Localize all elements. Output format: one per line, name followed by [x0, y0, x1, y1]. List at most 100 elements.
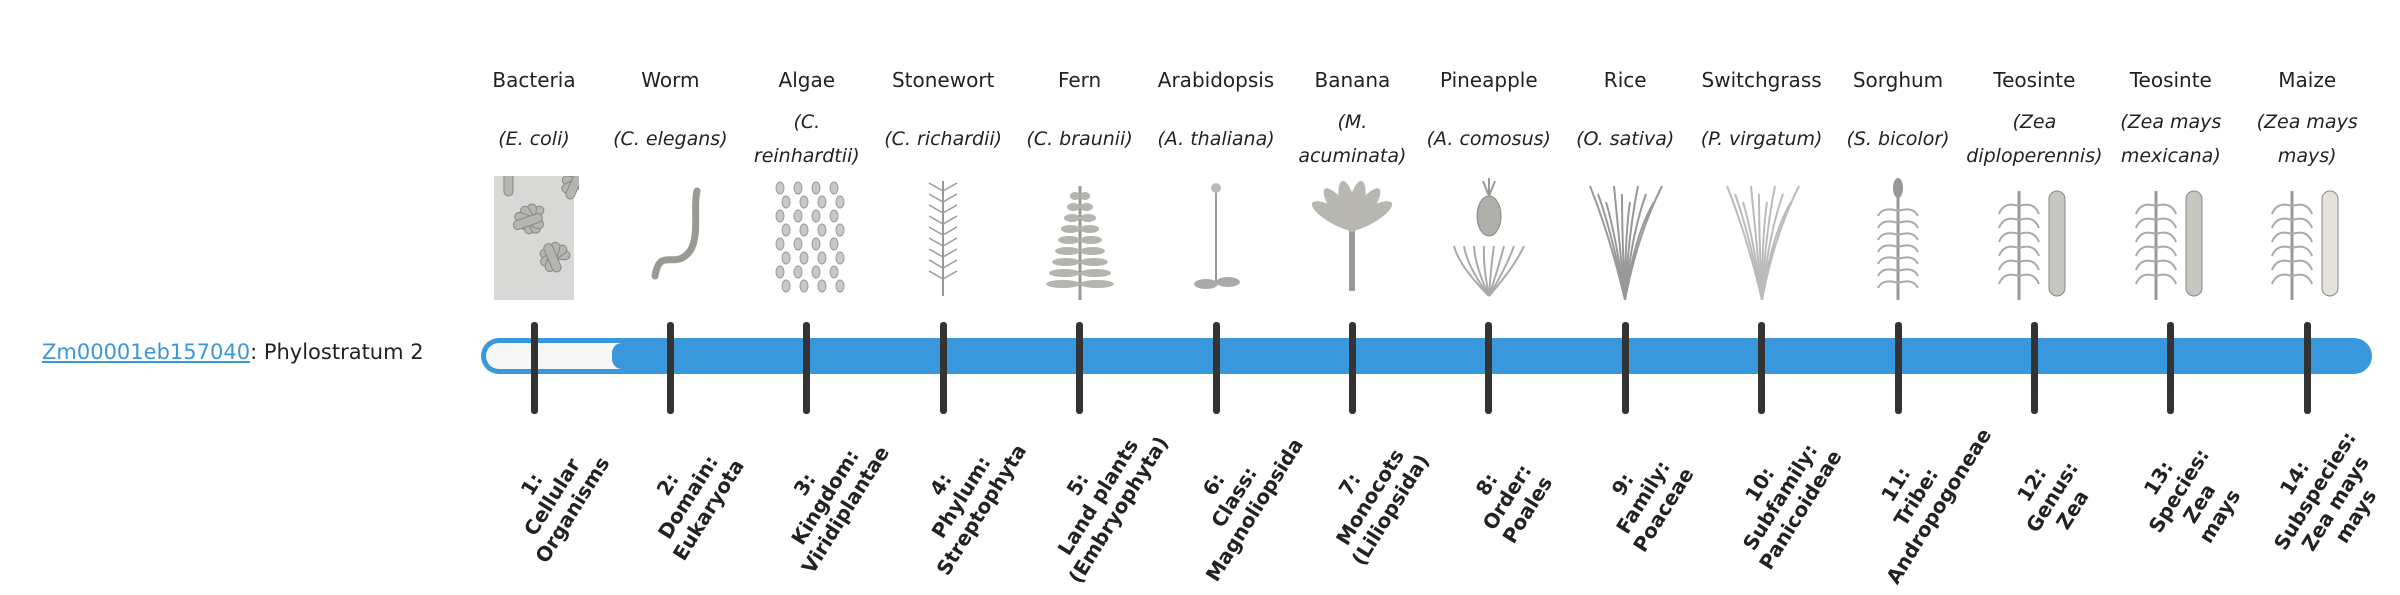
stratum-label: 14: Subspecies: Zea mays mays	[2239, 399, 2400, 594]
organism-common-name: Arabidopsis	[1149, 68, 1283, 92]
organism-illustration	[603, 176, 737, 300]
stratum-label: 8: Order: Poales	[1431, 406, 1582, 588]
organism-latin-name-text: (P. virgatum)	[1700, 128, 1823, 150]
organism-common-name-text: Maize	[2278, 68, 2337, 92]
organism-illustration	[1831, 176, 1965, 300]
rice-icon	[1589, 185, 1664, 300]
stratum-tick	[1758, 322, 1766, 414]
organism-common-name-text: Teosinte	[1993, 68, 2076, 92]
organism-illustration	[2104, 176, 2238, 300]
organism-illustration	[1967, 176, 2101, 300]
stratum-label: 5: Land plants (Embryophyta)	[1022, 406, 1173, 588]
stratum-tick	[1621, 322, 1629, 414]
organism-illustration	[1285, 176, 1419, 300]
gene-id-link[interactable]: Zm00001eb157040	[42, 340, 251, 364]
stratum-tick	[1212, 322, 1220, 414]
organism-common-name: Worm	[603, 68, 737, 92]
bar-unfilled-segment	[486, 343, 633, 369]
organism-common-name: Stonewort	[876, 68, 1010, 92]
teosinte-icon	[1998, 190, 2066, 300]
stonewort-icon	[928, 181, 958, 296]
organism-illustration	[2240, 176, 2374, 300]
organism-latin-name: (O. sativa)	[1558, 100, 1692, 178]
fern-icon	[1045, 186, 1114, 300]
stratum-label: 3: Kingdom: Viridiplantae	[749, 406, 900, 588]
organism-illustration	[1149, 176, 1283, 300]
organism-latin-name-text: (E. coli)	[498, 128, 570, 150]
organism-illustration	[876, 176, 1010, 300]
organism-common-name: Maize	[2240, 68, 2374, 92]
stratum-label: 6: Class: Magnoliopsida	[1158, 406, 1309, 588]
organism-common-name-text: Banana	[1314, 68, 1391, 92]
stratum-tick	[939, 322, 947, 414]
stratum-tick	[2030, 322, 2038, 414]
switchgrass-icon	[1725, 185, 1800, 300]
organism-common-name: Teosinte	[1967, 68, 2101, 92]
organism-latin-name-text: (A. thaliana)	[1157, 128, 1275, 150]
organism-common-name-text: Worm	[641, 68, 700, 92]
organism-latin-name: (M. acuminata)	[1285, 100, 1419, 178]
stratum-label: 10: Subfamily: Panicoideae	[1704, 406, 1855, 588]
stratum-label: 7: Monocots (Liliopsida)	[1295, 406, 1446, 588]
organism-common-name-text: Sorghum	[1852, 68, 1944, 92]
stratum-tick	[1348, 322, 1356, 414]
organism-illustration	[1013, 176, 1147, 300]
stratum-tick	[1894, 322, 1902, 414]
organism-latin-name-text: (Zea diploperennis)	[1966, 111, 2103, 167]
worm-icon	[651, 187, 701, 280]
phylostratum-text: : Phylostratum 2	[250, 340, 424, 364]
organism-latin-name: (Zea mays mexicana)	[2104, 100, 2238, 178]
organism-illustration	[1558, 176, 1692, 300]
organism-common-name: Bacteria	[467, 68, 601, 92]
organism-latin-name-text: (C. braunii)	[1026, 128, 1133, 150]
organism-latin-name-text: (M. acuminata)	[1298, 111, 1407, 167]
organism-latin-name-text: (Zea mays mexicana)	[2120, 111, 2222, 167]
organism-latin-name: (S. bicolor)	[1831, 100, 1965, 178]
gene-label: Zm00001eb157040: Phylostratum 2	[42, 340, 424, 364]
banana-icon	[1312, 180, 1393, 291]
stratum-label: 4: Phylum: Streptophyta	[886, 406, 1037, 588]
sorghum-icon	[1877, 178, 1919, 300]
organism-latin-name: (C. braunii)	[1013, 100, 1147, 178]
stratum-tick	[530, 322, 538, 414]
organism-latin-name-text: (S. bicolor)	[1846, 128, 1950, 150]
stratum-label: 12: Genus: Zea	[1977, 406, 2128, 588]
organism-latin-name: (A. thaliana)	[1149, 100, 1283, 178]
organism-latin-name-text: (C. elegans)	[613, 128, 728, 150]
stratum-tick	[2167, 322, 2175, 414]
organism-latin-name: (Zea mays mays)	[2240, 100, 2374, 178]
organism-latin-name: (P. virgatum)	[1695, 100, 1829, 178]
pineapple-icon	[1452, 178, 1525, 297]
phylostratum-bar	[481, 338, 2372, 374]
organism-illustration	[740, 176, 874, 300]
stratum-tick	[803, 322, 811, 414]
organism-common-name: Banana	[1285, 68, 1419, 92]
organism-common-name-text: Teosinte	[2129, 68, 2212, 92]
organism-latin-name-text: (C. richardii)	[884, 128, 1003, 150]
stratum-label: 11: Tribe: Andropogoneae	[1840, 406, 1996, 588]
stratum-label: 13: Species: Zea mays	[2103, 399, 2274, 594]
organism-illustration	[467, 176, 601, 300]
organism-latin-name-text: (C. reinhardtii)	[753, 111, 860, 167]
organism-common-name: Switchgrass	[1695, 68, 1829, 92]
organism-common-name: Sorghum	[1831, 68, 1965, 92]
organism-common-name-text: Stonewort	[891, 68, 995, 92]
organism-common-name: Fern	[1013, 68, 1147, 92]
stratum-tick	[2303, 322, 2311, 414]
organism-illustration	[1695, 176, 1829, 300]
organism-common-name-text: Bacteria	[492, 68, 576, 92]
organism-common-name-text: Fern	[1057, 68, 1102, 92]
bacteria-icon	[494, 176, 579, 300]
organism-illustration	[1422, 176, 1556, 300]
stratum-tick	[1076, 322, 1084, 414]
organism-latin-name-text: (A. comosus)	[1426, 128, 1551, 150]
organism-common-name: Rice	[1558, 68, 1692, 92]
stratum-tick	[666, 322, 674, 414]
organism-common-name-text: Arabidopsis	[1157, 68, 1275, 92]
organism-latin-name: (Zea diploperennis)	[1966, 100, 2103, 178]
maize-icon	[2271, 190, 2339, 300]
organism-latin-name: (C. richardii)	[876, 100, 1010, 178]
teosinte-icon	[2134, 190, 2203, 300]
organism-common-name: Pineapple	[1422, 68, 1556, 92]
organism-latin-name: (E. coli)	[467, 100, 601, 178]
